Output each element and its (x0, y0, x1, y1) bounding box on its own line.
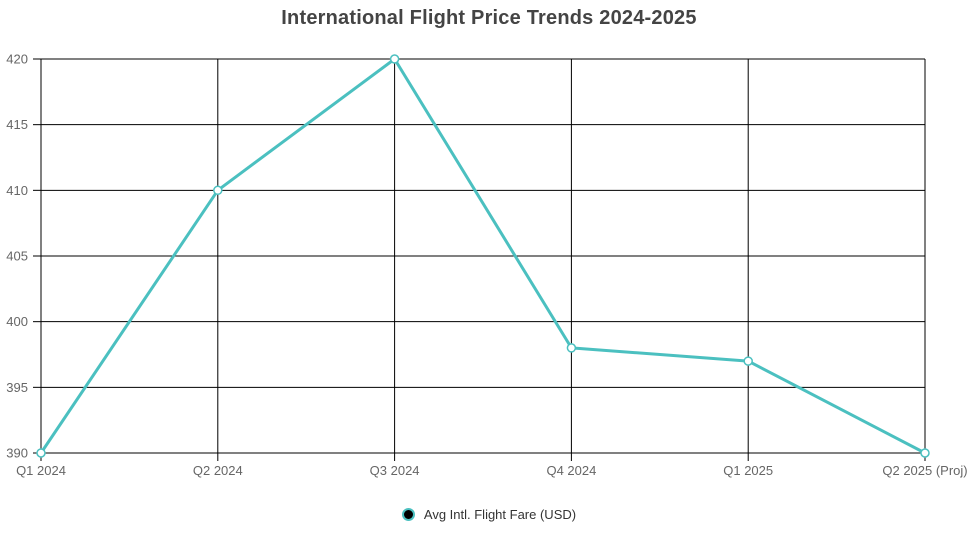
data-point[interactable] (36, 448, 46, 458)
data-point[interactable] (743, 356, 753, 366)
x-tick-label: Q4 2024 (546, 463, 596, 478)
data-point[interactable] (566, 343, 577, 353)
legend-label: Avg Intl. Flight Fare (USD) (423, 506, 577, 522)
legend-item-avg-intl-flight-fare[interactable]: Avg Intl. Flight Fare (USD) (0, 503, 978, 525)
y-tick-label: 390 (6, 446, 28, 461)
y-tick-label: 420 (6, 52, 28, 67)
x-tick-label: Q2 2025 (Proj) (882, 463, 967, 478)
data-point[interactable] (213, 185, 223, 196)
chart-title: International Flight Price Trends 2024-2… (281, 7, 697, 29)
y-tick-label: 410 (6, 183, 28, 198)
x-tick-label: Q2 2024 (193, 463, 243, 478)
data-point[interactable] (389, 54, 400, 64)
x-tick-label: Q1 2025 (723, 463, 773, 478)
trend-line (39, 57, 927, 455)
legend-point-marker-icon (401, 507, 415, 521)
y-tick-label: 400 (6, 314, 28, 329)
x-tick-label: Q3 2024 (370, 463, 420, 478)
y-tick-label: 415 (6, 117, 28, 132)
data-point[interactable] (920, 448, 930, 458)
y-tick-label: 405 (6, 249, 28, 264)
x-tick-label: Q1 2024 (16, 463, 66, 478)
y-tick-label: 395 (6, 380, 28, 395)
